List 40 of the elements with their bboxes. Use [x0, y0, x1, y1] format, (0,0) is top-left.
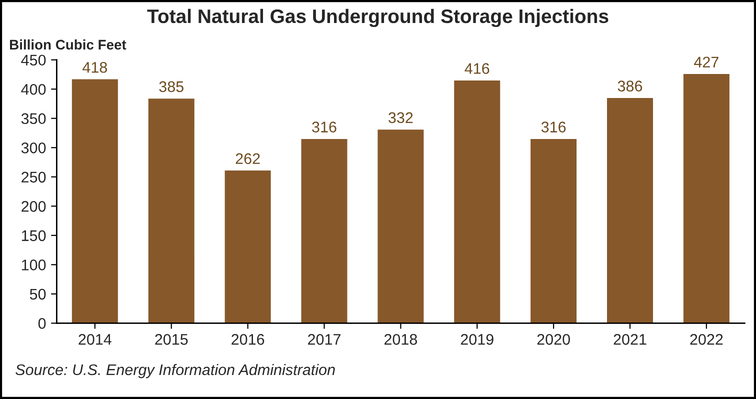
y-tick-label: 50 — [30, 288, 46, 300]
y-tick-label: 150 — [22, 230, 46, 242]
bar — [70, 78, 120, 324]
x-tick-label: 2020 — [537, 334, 570, 345]
source-note: Source: U.S. Energy Information Administration — [16, 364, 335, 378]
data-label: 316 — [541, 122, 566, 132]
y-tick-label: 350 — [21, 113, 46, 124]
data-label: 427 — [694, 56, 718, 68]
bar — [223, 169, 272, 324]
data-label: 386 — [618, 80, 642, 92]
y-tick-label: 100 — [22, 260, 46, 270]
bar — [452, 79, 502, 324]
data-label: 416 — [464, 63, 490, 74]
y-tick-label: 400 — [21, 84, 46, 95]
x-tick-label: 2022 — [690, 334, 723, 345]
y-tick-label: 450 — [21, 54, 46, 66]
bar — [529, 138, 578, 324]
bar — [376, 128, 426, 324]
bar — [300, 138, 349, 324]
data-label: 262 — [236, 153, 260, 164]
data-label: 385 — [159, 81, 184, 92]
y-tick-label: 0 — [38, 318, 46, 329]
x-tick-label: 2019 — [460, 334, 494, 345]
x-tick-label: 2015 — [155, 334, 188, 345]
x-tick-label: 2018 — [384, 334, 418, 345]
y-tick-label: 250 — [22, 172, 46, 183]
data-label: 316 — [312, 122, 336, 132]
x-tick-label: 2017 — [308, 334, 340, 345]
x-tick-label: 2014 — [78, 334, 112, 345]
y-tick-label: 300 — [21, 142, 46, 154]
bar — [146, 97, 196, 324]
chart-title: Total Natural Gas Underground Storage Injections — [147, 8, 608, 28]
data-label: 418 — [82, 62, 107, 73]
bar — [682, 72, 731, 324]
x-tick-label: 2021 — [614, 334, 646, 345]
y-axis-title: Billion Cubic Feet — [10, 39, 126, 50]
y-tick-label: 200 — [22, 201, 46, 212]
bar — [606, 96, 654, 324]
data-label: 332 — [388, 112, 413, 124]
x-tick-label: 2016 — [232, 334, 264, 345]
